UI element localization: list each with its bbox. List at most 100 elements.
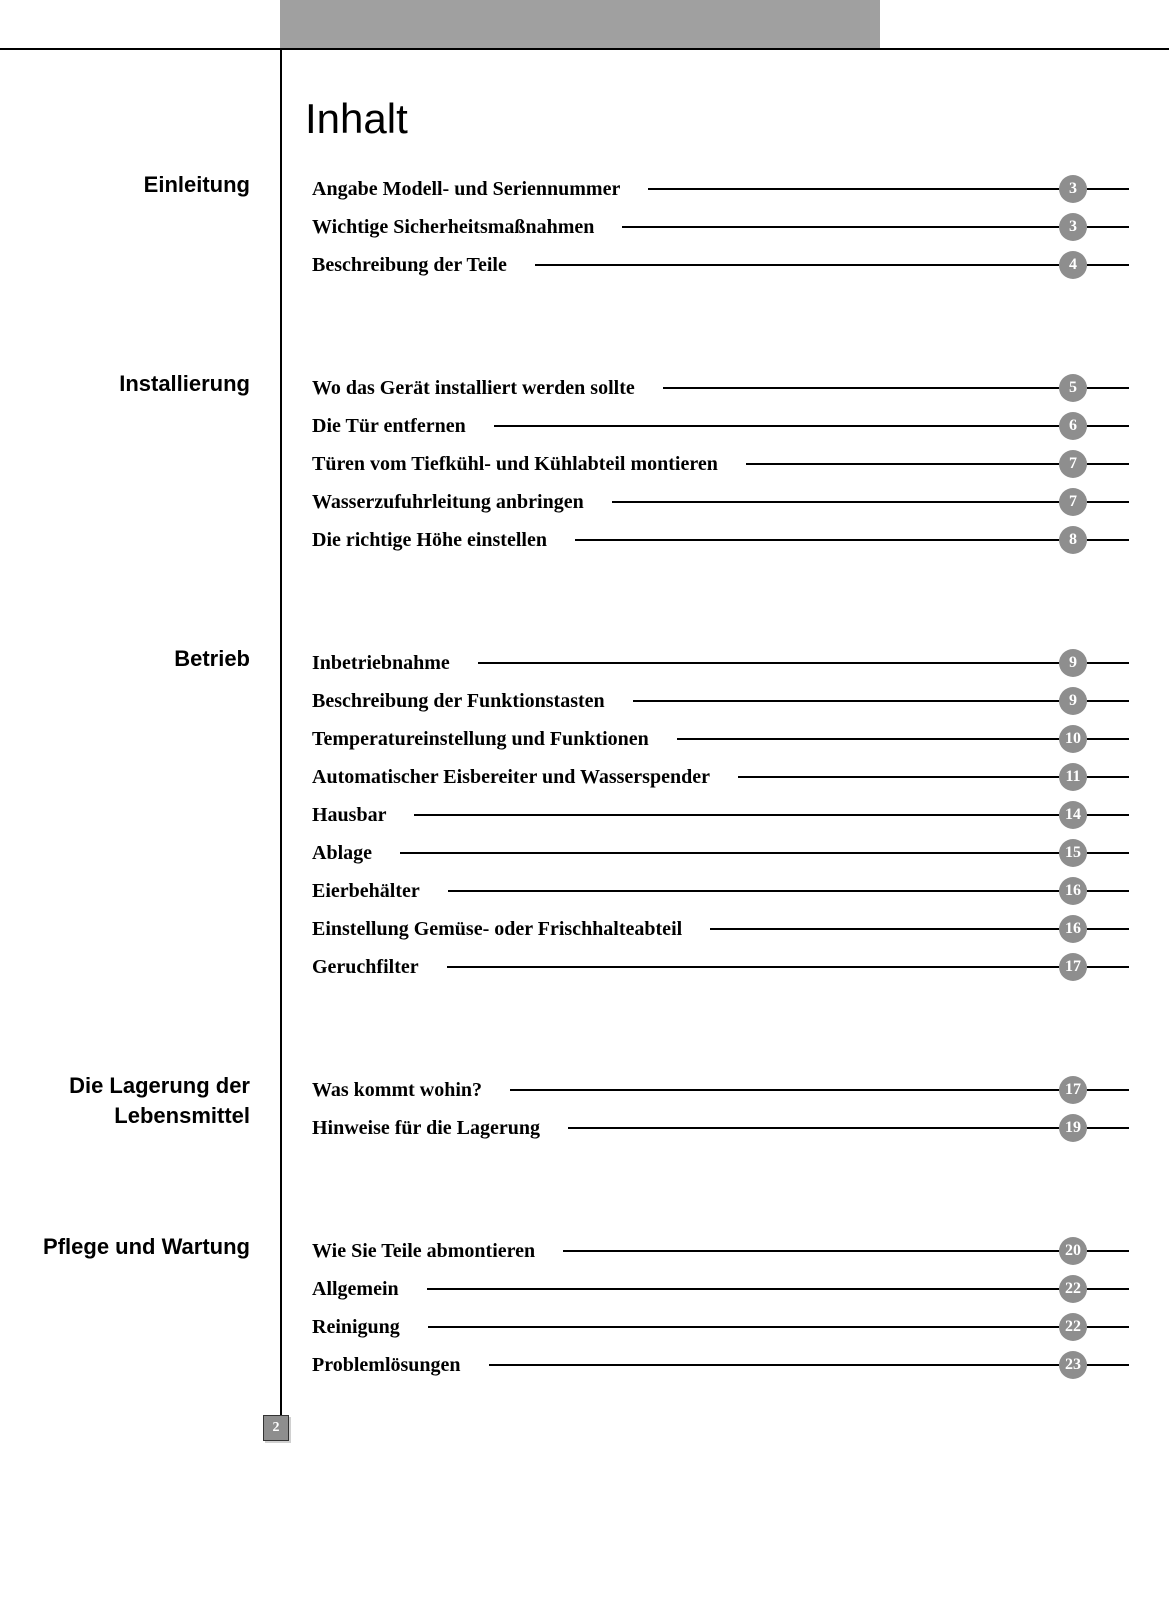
page-badge: 15 <box>1059 839 1087 867</box>
leader-line <box>575 539 1059 541</box>
toc-entry: Beschreibung der Funktionstasten 9 <box>312 682 1129 720</box>
section-label: Pflege und Wartung <box>0 1232 250 1262</box>
toc-entry-title: Einstellung Gemüse- oder Frischhalteabte… <box>312 918 710 941</box>
toc-entry-title: Beschreibung der Funktionstasten <box>312 690 633 713</box>
tail-line <box>1087 814 1129 816</box>
tail-line <box>1087 1326 1129 1328</box>
toc-entry-title: Inbetriebnahme <box>312 652 478 675</box>
toc-entry: Wo das Gerät installiert werden sollte5 <box>312 369 1129 407</box>
tail-line <box>1087 738 1129 740</box>
page-badge: 8 <box>1059 526 1087 554</box>
toc-entry: Hinweise für die Lagerung 19 <box>312 1109 1129 1147</box>
section-label: Betrieb <box>0 644 250 674</box>
tail-line <box>1087 966 1129 968</box>
leader-line <box>427 1288 1059 1290</box>
toc-entry: Problemlösungen23 <box>312 1346 1129 1384</box>
page-badge: 16 <box>1059 877 1087 905</box>
toc-entry-title: Was kommt wohin? <box>312 1079 510 1102</box>
leader-line <box>710 928 1059 930</box>
page-badge: 5 <box>1059 374 1087 402</box>
leader-line <box>663 387 1059 389</box>
toc-entry: Eierbehälter 16 <box>312 872 1129 910</box>
tail-line <box>1087 776 1129 778</box>
toc-entry: Ablage 15 <box>312 834 1129 872</box>
page-badge: 3 <box>1059 175 1087 203</box>
tail-line <box>1087 928 1129 930</box>
page-badge: 7 <box>1059 450 1087 478</box>
leader-line <box>478 662 1059 664</box>
toc-entry-title: Automatischer Eisbereiter und Wasserspen… <box>312 766 738 789</box>
page-badge: 9 <box>1059 649 1087 677</box>
tail-line <box>1087 387 1129 389</box>
section-label: Einleitung <box>0 170 250 200</box>
leader-line <box>447 966 1059 968</box>
toc-entry-title: Hinweise für die Lagerung <box>312 1117 568 1140</box>
toc-entry-title: Wichtige Sicherheitsmaßnahmen <box>312 216 622 239</box>
toc-entry-title: Temperatureinstellung und Funktionen <box>312 728 677 751</box>
leader-line <box>738 776 1059 778</box>
vertical-rule <box>280 48 282 1428</box>
page-badge: 17 <box>1059 953 1087 981</box>
toc-entry: Inbetriebnahme 9 <box>312 644 1129 682</box>
tail-line <box>1087 425 1129 427</box>
toc-entry-title: Angabe Modell- und Seriennummer <box>312 178 648 201</box>
page-badge: 16 <box>1059 915 1087 943</box>
tail-line <box>1087 700 1129 702</box>
leader-line <box>568 1127 1059 1129</box>
leader-line <box>494 425 1059 427</box>
toc-entry-title: Reinigung <box>312 1316 428 1339</box>
toc-entry-title: Ablage <box>312 842 400 865</box>
page-badge: 4 <box>1059 251 1087 279</box>
page-badge: 6 <box>1059 412 1087 440</box>
page-badge: 9 <box>1059 687 1087 715</box>
page-badge: 7 <box>1059 488 1087 516</box>
page-badge: 11 <box>1059 763 1087 791</box>
toc-entry: Automatischer Eisbereiter und Wasserspen… <box>312 758 1129 796</box>
toc-entry: Reinigung 22 <box>312 1308 1129 1346</box>
toc-entry: Hausbar14 <box>312 796 1129 834</box>
page-badge: 22 <box>1059 1275 1087 1303</box>
toc-entry: Einstellung Gemüse- oder Frischhalteabte… <box>312 910 1129 948</box>
tail-line <box>1087 226 1129 228</box>
leader-line <box>448 890 1059 892</box>
toc-entry: Temperatureinstellung und Funktionen10 <box>312 720 1129 758</box>
page-number-badge: 2 <box>263 1415 289 1441</box>
toc-entry-title: Eierbehälter <box>312 880 448 903</box>
leader-line <box>746 463 1059 465</box>
toc-entry-title: Beschreibung der Teile <box>312 254 535 277</box>
toc-entry: Allgemein22 <box>312 1270 1129 1308</box>
toc-entry: Beschreibung der Teile 4 <box>312 246 1129 284</box>
leader-line <box>428 1326 1059 1328</box>
toc-entry-title: Problemlösungen <box>312 1354 489 1377</box>
toc-entry: Türen vom Tiefkühl- und Kühlabteil monti… <box>312 445 1129 483</box>
tail-line <box>1087 852 1129 854</box>
tail-line <box>1087 264 1129 266</box>
tail-line <box>1087 890 1129 892</box>
leader-line <box>648 188 1059 190</box>
toc-entry: Die richtige Höhe einstellen8 <box>312 521 1129 559</box>
section-label: Die Lagerung der Lebensmittel <box>0 1071 250 1130</box>
leader-line <box>510 1089 1059 1091</box>
tail-line <box>1087 662 1129 664</box>
page-badge: 22 <box>1059 1313 1087 1341</box>
tail-line <box>1087 1364 1129 1366</box>
toc-entry: Angabe Modell- und Seriennummer 3 <box>312 170 1129 208</box>
toc-entry-title: Geruchfilter <box>312 956 447 979</box>
toc-entry-title: Die Tür entfernen <box>312 415 494 438</box>
toc-entry-title: Wasserzufuhrleitung anbringen <box>312 491 612 514</box>
page-badge: 14 <box>1059 801 1087 829</box>
leader-line <box>633 700 1059 702</box>
tail-line <box>1087 463 1129 465</box>
tail-line <box>1087 1288 1129 1290</box>
tail-line <box>1087 1250 1129 1252</box>
tail-line <box>1087 1127 1129 1129</box>
toc-entry: Wichtige Sicherheitsmaßnahmen3 <box>312 208 1129 246</box>
leader-line <box>612 501 1059 503</box>
page-badge: 19 <box>1059 1114 1087 1142</box>
tail-line <box>1087 539 1129 541</box>
tail-line <box>1087 501 1129 503</box>
header-strip <box>280 0 880 48</box>
leader-line <box>622 226 1059 228</box>
toc-entry-title: Wie Sie Teile abmontieren <box>312 1240 563 1263</box>
tail-line <box>1087 1089 1129 1091</box>
